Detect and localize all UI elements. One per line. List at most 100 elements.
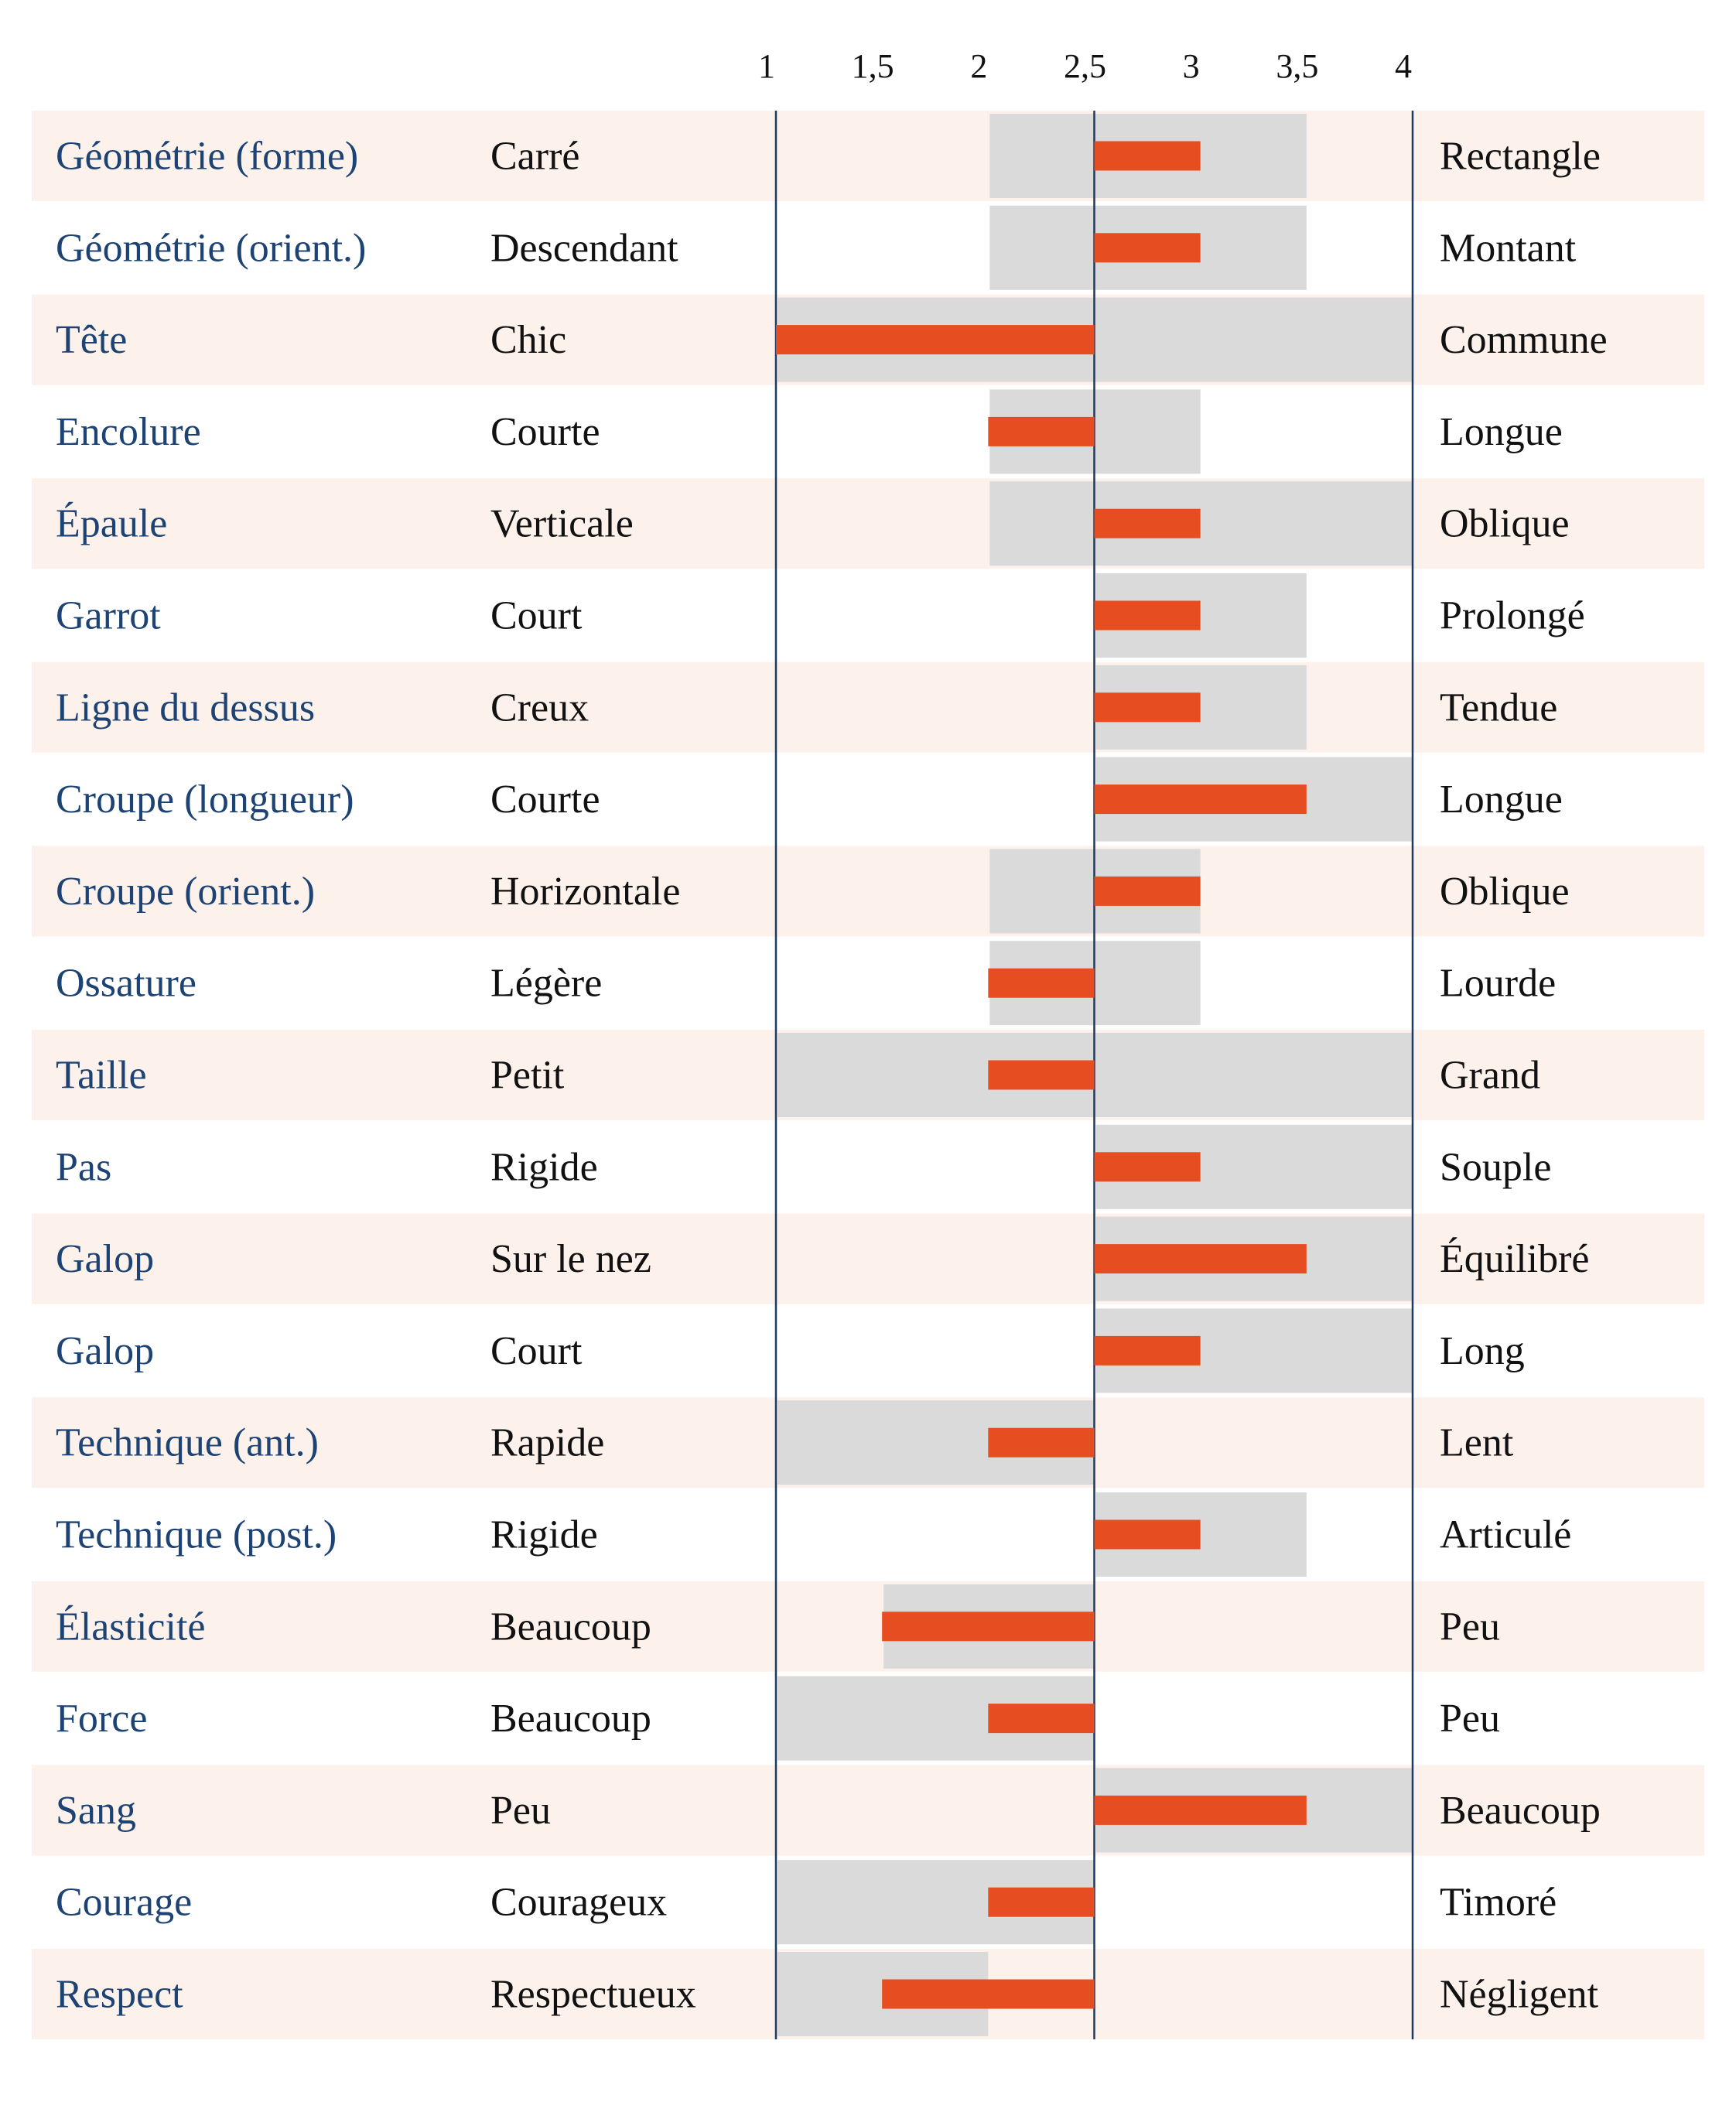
left-extreme-label: Chic xyxy=(490,318,566,362)
right-extreme-label: Montant xyxy=(1440,226,1577,270)
left-extreme-label: Rapide xyxy=(490,1421,604,1465)
left-extreme-label: Beaucoup xyxy=(490,1605,651,1649)
right-extreme-label: Commune xyxy=(1440,318,1608,362)
criterion-label: Élasticité xyxy=(56,1604,205,1649)
right-extreme-label: Tendue xyxy=(1440,685,1557,730)
value-bar xyxy=(988,968,1095,998)
criterion-label: Ligne du dessus xyxy=(56,685,315,730)
x-tick-label: 3 xyxy=(1183,47,1200,85)
criterion-label: Galop xyxy=(56,1329,154,1373)
criterion-label: Galop xyxy=(56,1237,154,1281)
left-extreme-label: Courte xyxy=(490,778,600,822)
row-band xyxy=(32,661,1704,753)
right-extreme-label: Long xyxy=(1440,1329,1525,1373)
criterion-label: Encolure xyxy=(56,410,201,454)
right-extreme-label: Peu xyxy=(1440,1605,1500,1649)
left-extreme-label: Creux xyxy=(490,685,589,730)
left-extreme-label: Peu xyxy=(490,1789,551,1833)
right-extreme-label: Oblique xyxy=(1440,870,1570,914)
row-band xyxy=(32,111,1704,201)
left-extreme-label: Courte xyxy=(490,410,600,454)
x-tick-label: 2 xyxy=(970,47,987,85)
value-bar xyxy=(1094,1152,1201,1182)
criterion-label: Géométrie (orient.) xyxy=(56,226,366,270)
value-bar xyxy=(882,1612,1095,1642)
row-labels: Géométrie (forme) Carré Rectangle Géométrie… xyxy=(56,135,1608,2017)
left-extreme-label: Court xyxy=(490,594,583,638)
criterion-label: Technique (post.) xyxy=(56,1513,337,1557)
value-bar xyxy=(988,416,1095,446)
left-extreme-label: Petit xyxy=(490,1054,565,1098)
range-bar xyxy=(989,481,1413,566)
left-extreme-label: Rigide xyxy=(490,1513,598,1557)
criterion-label: Force xyxy=(56,1697,147,1741)
row-band xyxy=(32,1581,1704,1672)
value-bars xyxy=(776,141,1307,2009)
x-tick-label: 4 xyxy=(1395,47,1412,85)
criterion-label: Courage xyxy=(56,1881,192,1925)
criterion-label: Géométrie (forme) xyxy=(56,135,358,179)
row-band xyxy=(32,846,1704,937)
right-extreme-label: Négligent xyxy=(1440,1973,1599,2017)
right-extreme-label: Rectangle xyxy=(1440,135,1601,179)
value-bar xyxy=(988,1887,1095,1917)
value-bar xyxy=(1094,784,1307,815)
criterion-label: Épaule xyxy=(56,501,167,546)
criterion-label: Pas xyxy=(56,1145,111,1189)
x-tick-label: 1,5 xyxy=(852,47,894,85)
row-band xyxy=(32,1213,1704,1304)
criterion-label: Croupe (longueur) xyxy=(56,778,354,822)
right-extreme-label: Timoré xyxy=(1440,1881,1557,1925)
value-bar xyxy=(1094,1519,1201,1550)
left-extreme-label: Descendant xyxy=(490,226,678,270)
criterion-label: Tête xyxy=(56,318,127,362)
value-bar xyxy=(1094,1795,1307,1825)
left-extreme-label: Beaucoup xyxy=(490,1697,651,1741)
value-bar xyxy=(1094,508,1201,538)
criterion-label: Croupe (orient.) xyxy=(56,870,315,914)
x-axis-ticks: 1 1,5 2 2,5 3 3,5 4 xyxy=(758,47,1412,85)
criterion-label: Garrot xyxy=(56,594,161,638)
left-extreme-label: Courageux xyxy=(490,1881,667,1925)
value-bar xyxy=(882,1979,1095,2009)
right-extreme-label: Longue xyxy=(1440,410,1563,454)
left-extreme-label: Carré xyxy=(490,135,579,179)
criterion-label: Respect xyxy=(56,1973,183,2017)
left-extreme-label: Respectueux xyxy=(490,1973,696,2017)
right-extreme-label: Lent xyxy=(1440,1421,1514,1465)
value-bar xyxy=(1094,692,1201,723)
value-bar xyxy=(776,325,1095,355)
right-extreme-label: Grand xyxy=(1440,1054,1540,1098)
right-extreme-label: Équilibré xyxy=(1440,1236,1590,1281)
criterion-label: Taille xyxy=(56,1054,147,1098)
value-bar xyxy=(1094,876,1201,906)
right-extreme-label: Oblique xyxy=(1440,502,1570,546)
left-extreme-label: Verticale xyxy=(490,502,634,546)
value-bar xyxy=(988,1704,1095,1734)
value-bar xyxy=(1094,600,1201,631)
value-bar xyxy=(1094,1335,1201,1365)
left-extreme-label: Horizontale xyxy=(490,870,680,914)
criterion-label: Technique (ant.) xyxy=(56,1421,319,1465)
row-band xyxy=(32,478,1704,569)
right-extreme-label: Longue xyxy=(1440,778,1563,822)
right-extreme-label: Prolongé xyxy=(1440,594,1585,638)
x-tick-label: 2,5 xyxy=(1064,47,1106,85)
left-extreme-label: Rigide xyxy=(490,1145,598,1189)
x-tick-label: 1 xyxy=(758,47,775,85)
criterion-label: Ossature xyxy=(56,962,196,1006)
right-extreme-label: Articulé xyxy=(1440,1513,1571,1557)
left-extreme-label: Sur le nez xyxy=(490,1237,651,1281)
right-extreme-label: Beaucoup xyxy=(1440,1789,1601,1833)
value-bar xyxy=(988,1427,1095,1458)
row-band xyxy=(32,1765,1704,1856)
x-tick-label: 3,5 xyxy=(1276,47,1318,85)
value-bar xyxy=(988,1060,1095,1090)
right-extreme-label: Souple xyxy=(1440,1145,1551,1189)
value-bar xyxy=(1094,1244,1307,1274)
value-bar xyxy=(1094,233,1201,263)
right-extreme-label: Peu xyxy=(1440,1697,1500,1741)
left-extreme-label: Légère xyxy=(490,962,602,1006)
value-bar xyxy=(1094,141,1201,171)
